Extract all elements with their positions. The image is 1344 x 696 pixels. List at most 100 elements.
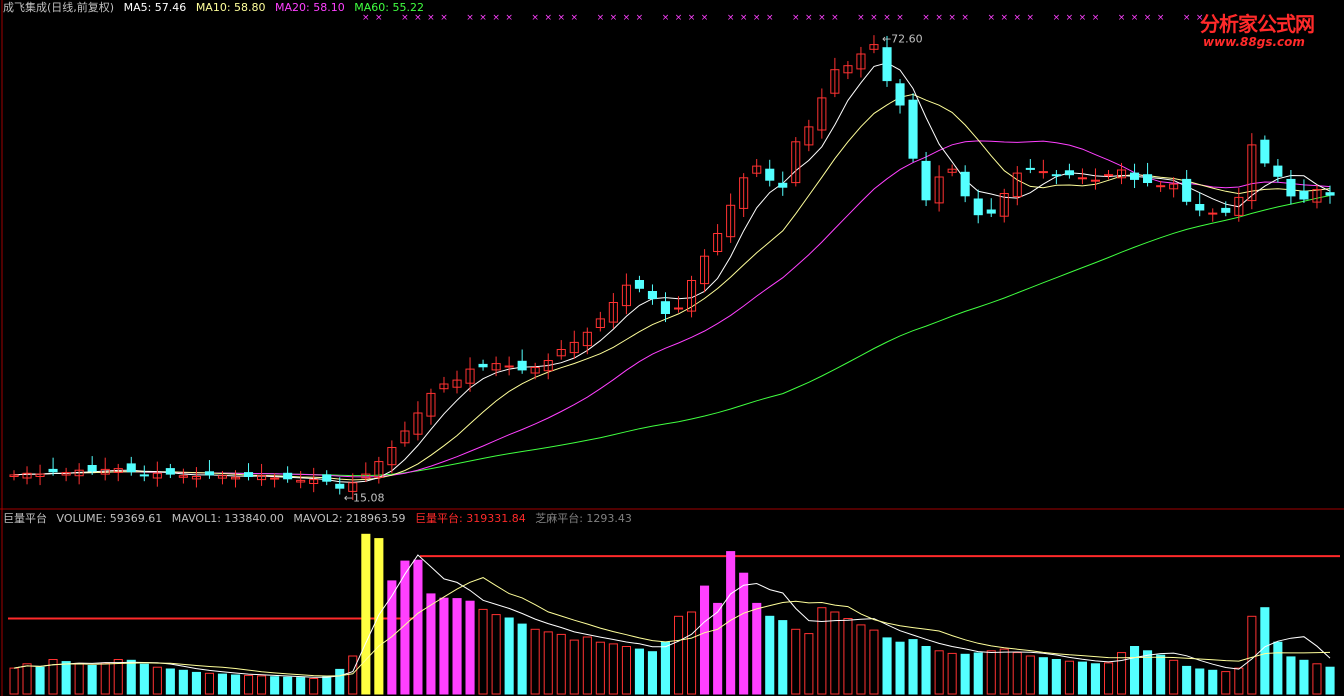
volume-bar xyxy=(1299,659,1309,695)
candle xyxy=(1025,167,1035,170)
candle xyxy=(1312,189,1322,203)
volume-bar xyxy=(74,662,84,695)
volume-bar xyxy=(452,598,462,695)
candle xyxy=(765,168,775,181)
signal-marker: × xyxy=(636,13,644,23)
volume-bar xyxy=(400,560,410,695)
signal-marker: × xyxy=(818,13,826,23)
candle xyxy=(556,349,566,357)
volume-bar xyxy=(465,600,475,695)
volume-bar xyxy=(647,651,658,695)
signal-marker: × xyxy=(610,13,618,23)
volume-bar xyxy=(165,668,175,695)
candle xyxy=(739,177,749,209)
mavol2-value: MAVOL2: 218963.59 xyxy=(293,512,406,525)
signal-marker: × xyxy=(557,13,565,23)
candle xyxy=(452,379,462,388)
candle xyxy=(178,475,188,478)
candle xyxy=(895,83,905,106)
watermark-url: www.88gs.com xyxy=(1203,35,1305,49)
volume-bar xyxy=(126,659,136,695)
volume-bar xyxy=(621,646,632,695)
volume-bar xyxy=(947,652,957,695)
candle xyxy=(582,331,592,347)
signal-marker: × xyxy=(753,13,761,23)
volume-bar xyxy=(582,636,592,695)
stock-name: 成飞集成(日线,前复权) xyxy=(3,1,115,14)
candle xyxy=(296,479,306,483)
candle xyxy=(74,469,84,477)
candle xyxy=(660,301,671,315)
candle xyxy=(726,204,736,238)
volume-bar xyxy=(296,677,306,695)
volume-bar xyxy=(934,650,944,695)
candle xyxy=(752,165,762,174)
ma20-line xyxy=(13,140,1331,478)
candle xyxy=(1299,190,1309,200)
candle xyxy=(61,472,71,476)
candle xyxy=(713,233,723,252)
low-price-label: ←15.08 xyxy=(344,492,385,505)
volume-bar xyxy=(830,611,840,695)
volume-bar xyxy=(113,659,123,695)
ma60-value: MA60: 55.22 xyxy=(354,1,424,14)
volume-bar xyxy=(439,597,449,695)
volume-bar xyxy=(1182,665,1192,695)
signal-marker: × xyxy=(1053,13,1061,23)
volume-bar xyxy=(869,629,879,695)
candle xyxy=(478,363,488,368)
volume-bar xyxy=(322,676,332,695)
volume-bar xyxy=(778,620,788,695)
candle xyxy=(322,474,332,482)
candle xyxy=(1077,177,1088,180)
candle xyxy=(921,160,931,201)
sesame-platform-value: 芝麻平台: 1293.43 xyxy=(535,512,632,525)
candle xyxy=(465,368,475,384)
candle xyxy=(791,141,801,184)
candle xyxy=(165,468,175,475)
signal-marker: × xyxy=(466,13,474,23)
candle xyxy=(1273,165,1283,177)
volume-bar xyxy=(1312,663,1322,695)
candle xyxy=(960,171,970,197)
candle xyxy=(1064,170,1075,176)
huge-platform-value: 巨量平台: 319331.84 xyxy=(415,512,526,525)
volume-bar xyxy=(1051,659,1061,695)
volume-bar xyxy=(817,607,827,695)
candle xyxy=(647,291,658,300)
candle xyxy=(1051,174,1061,177)
signal-marker: × xyxy=(401,13,409,23)
signal-marker: × xyxy=(571,13,579,23)
volume-bar xyxy=(517,623,527,695)
candle xyxy=(934,176,944,204)
candle xyxy=(400,430,410,444)
signal-marker: × xyxy=(1027,13,1035,23)
volume-bar xyxy=(856,624,866,695)
volume-bar xyxy=(634,648,645,695)
candle xyxy=(1195,204,1205,211)
candle xyxy=(634,280,645,289)
candle xyxy=(1208,212,1218,215)
candle xyxy=(139,474,149,477)
volume-bar xyxy=(387,580,397,695)
signal-marker: × xyxy=(479,13,487,23)
candle xyxy=(1182,178,1192,202)
candle xyxy=(113,468,123,474)
signal-marker: × xyxy=(805,13,813,23)
signal-marker: × xyxy=(1144,13,1152,23)
candle xyxy=(1260,139,1270,164)
ma60-line xyxy=(13,195,1331,477)
signal-marker: × xyxy=(531,13,539,23)
volume-bar xyxy=(595,641,605,695)
candle xyxy=(1325,192,1335,196)
candle xyxy=(270,477,280,480)
candle xyxy=(361,473,371,479)
candle xyxy=(309,479,319,485)
volume-bar xyxy=(1260,607,1270,695)
volume-bar xyxy=(139,663,149,695)
volume-bar xyxy=(152,666,162,695)
signal-marker: × xyxy=(857,13,865,23)
high-price-label: ←72.60 xyxy=(882,33,923,46)
volume-bar xyxy=(530,628,540,695)
